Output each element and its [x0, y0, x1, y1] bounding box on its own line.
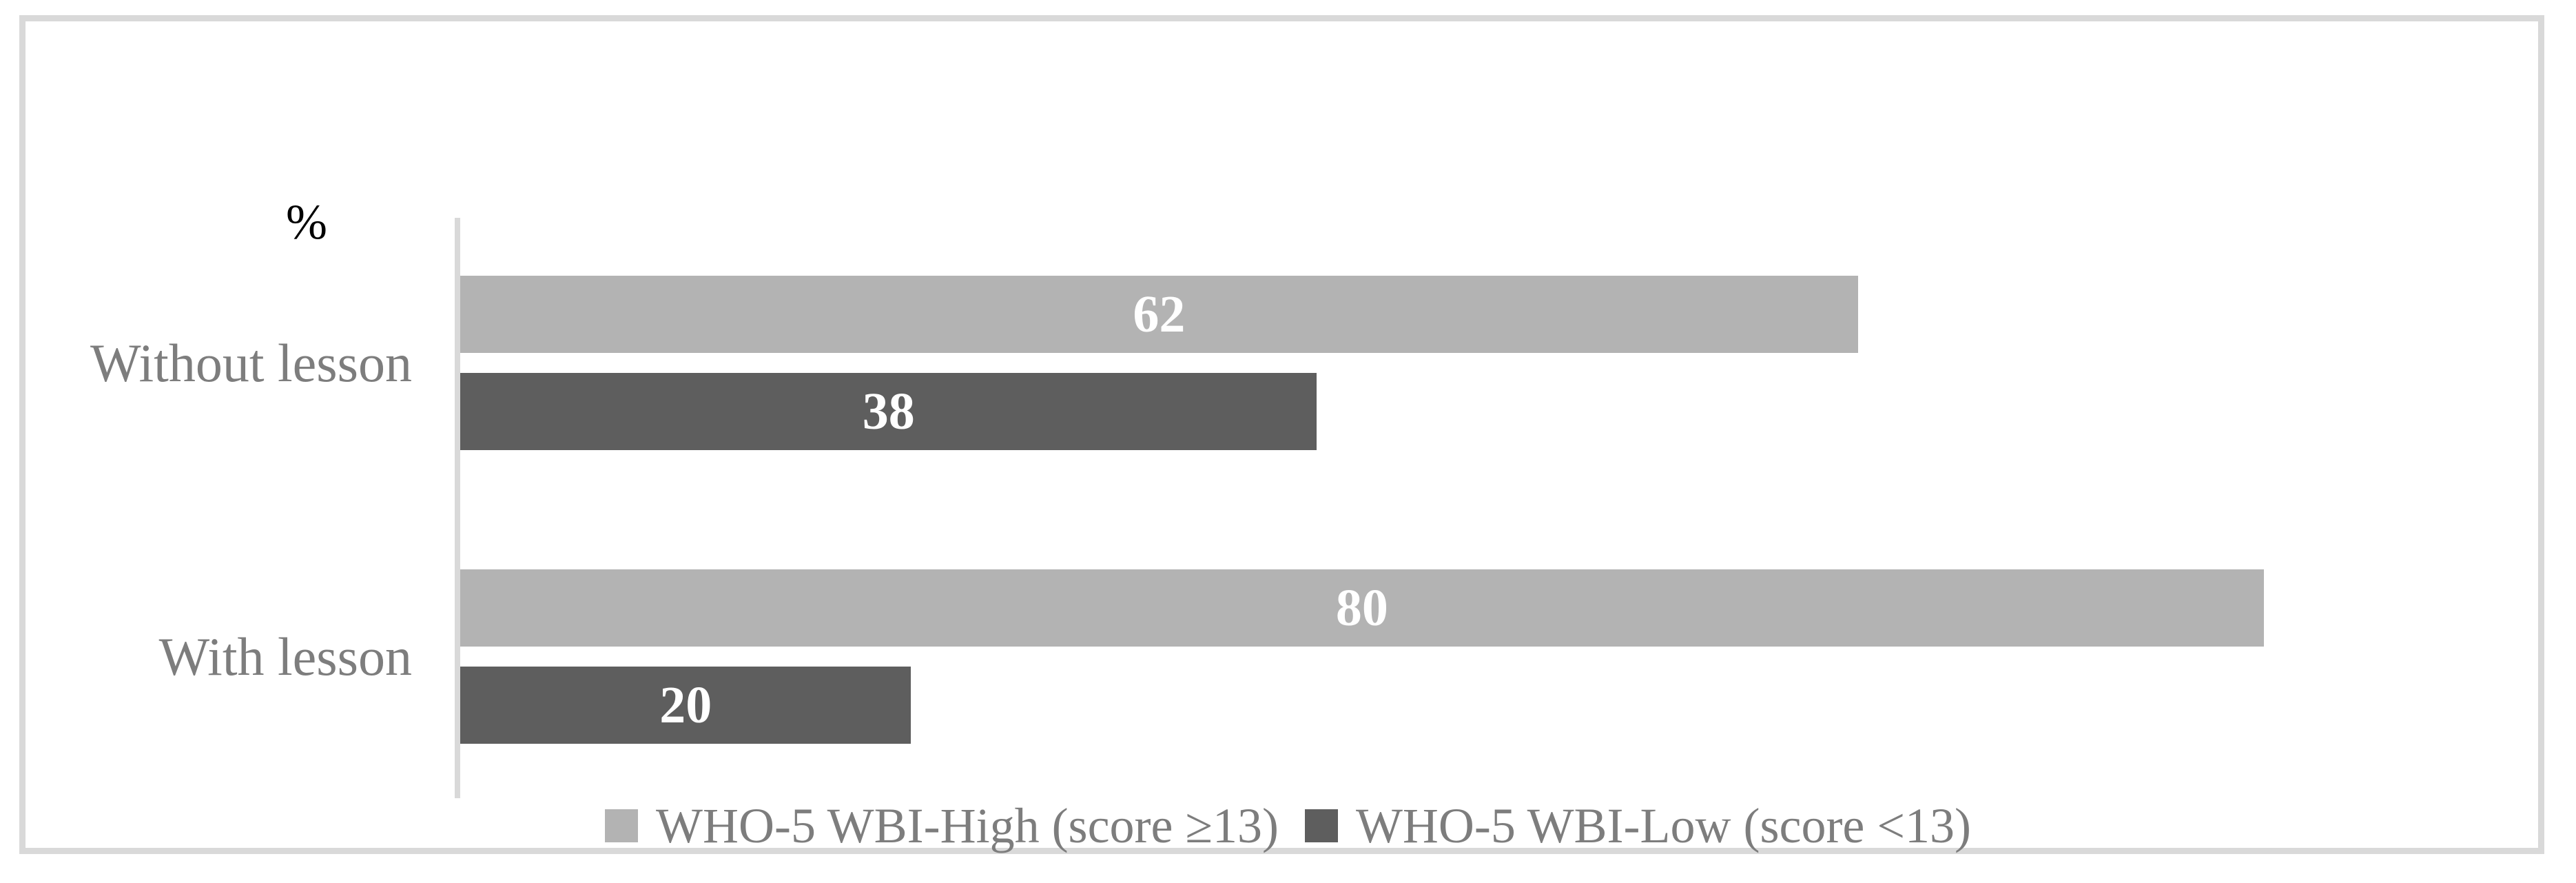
legend-label-high: WHO-5 WBI-High (score ≥13)	[656, 798, 1279, 853]
category-axis-line	[455, 218, 460, 798]
legend-swatch-low-icon	[1304, 809, 1338, 842]
bar-high-without-lesson: 62	[460, 276, 1858, 353]
bar-low-without-lesson: 38	[460, 373, 1317, 450]
legend-label-low: WHO-5 WBI-Low (score <13)	[1355, 798, 1971, 853]
bar-value-label: 62	[1133, 285, 1186, 343]
plot-area: 62 38 80 20	[460, 0, 2489, 883]
bar-value-label: 80	[1335, 579, 1388, 637]
legend-swatch-high-icon	[605, 809, 639, 842]
bar-value-label: 20	[659, 676, 712, 734]
value-axis-title: %	[286, 194, 327, 250]
legend: WHO-5 WBI-High (score ≥13) WHO-5 WBI-Low…	[0, 793, 2576, 859]
bar-high-with-lesson: 80	[460, 569, 2264, 647]
category-label-without-lesson: Without lesson	[90, 332, 412, 393]
bar-value-label: 38	[862, 383, 915, 440]
bar-low-with-lesson: 20	[460, 667, 911, 744]
chart-frame	[19, 15, 2544, 854]
legend-item-low: WHO-5 WBI-Low (score <13)	[1304, 798, 1971, 855]
legend-item-high: WHO-5 WBI-High (score ≥13)	[605, 798, 1279, 855]
category-label-with-lesson: With lesson	[158, 626, 412, 687]
